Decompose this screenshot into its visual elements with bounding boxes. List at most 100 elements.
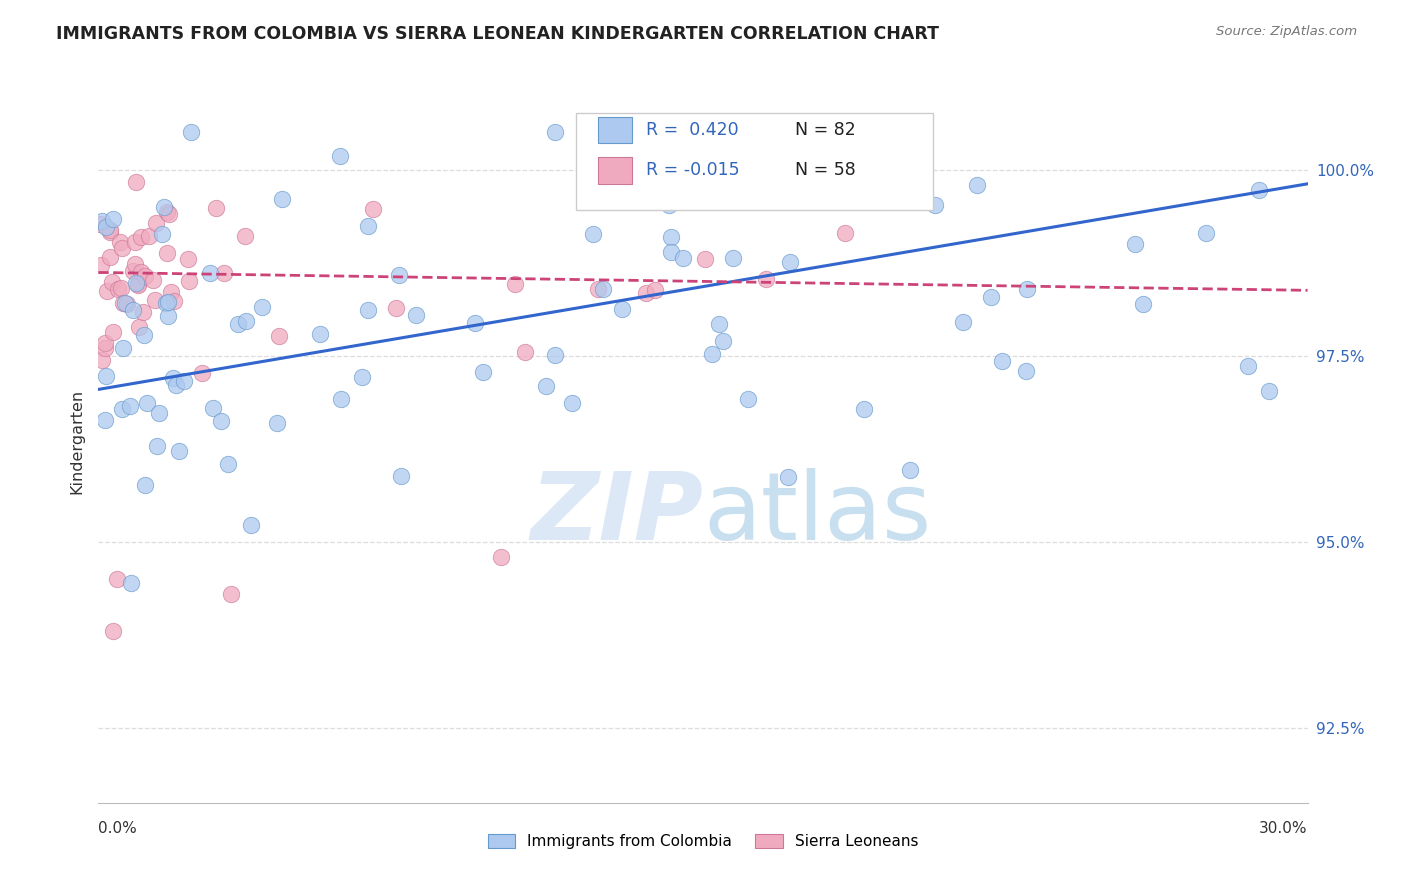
Point: [389, 468, 412, 483]
Point: [89, 217, 111, 231]
Point: [707, 318, 730, 332]
Point: [612, 301, 634, 316]
Point: [127, 277, 149, 292]
Point: [980, 290, 1002, 304]
Text: N = 82: N = 82: [794, 121, 856, 139]
Point: [544, 125, 567, 139]
Point: [491, 549, 513, 564]
Text: ZIP: ZIP: [530, 467, 703, 560]
Y-axis label: Kindergarten: Kindergarten: [69, 389, 84, 494]
Point: [177, 252, 200, 266]
Point: [779, 255, 801, 269]
Point: [252, 300, 274, 314]
Point: [150, 227, 173, 241]
Point: [924, 198, 946, 212]
Point: [201, 401, 224, 416]
Point: [239, 517, 262, 532]
Point: [135, 396, 157, 410]
Point: [405, 308, 427, 322]
Point: [582, 227, 605, 241]
Point: [233, 229, 256, 244]
Point: [1258, 384, 1281, 398]
Point: [101, 275, 124, 289]
Point: [153, 200, 176, 214]
Point: [693, 252, 716, 266]
Point: [357, 219, 380, 233]
Point: [267, 329, 290, 343]
Point: [659, 230, 682, 244]
Point: [561, 396, 583, 410]
Point: [723, 251, 745, 265]
Point: [156, 245, 179, 260]
Point: [266, 416, 288, 430]
Point: [117, 297, 139, 311]
Point: [157, 294, 180, 309]
Point: [96, 220, 118, 235]
Point: [308, 327, 330, 342]
Point: [157, 207, 180, 221]
Text: R =  0.420: R = 0.420: [647, 121, 738, 139]
Point: [952, 315, 974, 329]
Point: [91, 353, 114, 368]
Text: 30.0%: 30.0%: [1260, 822, 1308, 837]
Point: [198, 266, 221, 280]
Point: [505, 277, 527, 292]
Point: [1249, 183, 1271, 197]
Point: [155, 296, 177, 310]
Point: [226, 317, 249, 331]
Point: [114, 295, 136, 310]
Point: [112, 295, 135, 310]
Point: [636, 285, 658, 300]
Point: [134, 268, 156, 283]
FancyBboxPatch shape: [576, 112, 932, 211]
Point: [94, 369, 117, 384]
Text: 0.0%: 0.0%: [98, 822, 138, 837]
Point: [658, 198, 681, 212]
Point: [644, 283, 666, 297]
Point: [101, 624, 124, 639]
Point: [778, 470, 800, 484]
Point: [515, 344, 537, 359]
Text: N = 58: N = 58: [794, 161, 856, 179]
Point: [385, 301, 408, 315]
Point: [101, 211, 124, 226]
Point: [163, 293, 186, 308]
Point: [125, 276, 148, 290]
Point: [592, 282, 614, 296]
Point: [1195, 226, 1218, 240]
Point: [235, 313, 257, 327]
Point: [966, 178, 988, 192]
Text: IMMIGRANTS FROM COLOMBIA VS SIERRA LEONEAN KINDERGARTEN CORRELATION CHART: IMMIGRANTS FROM COLOMBIA VS SIERRA LEONE…: [56, 25, 939, 43]
Point: [96, 285, 118, 299]
Point: [702, 347, 724, 361]
Point: [1015, 282, 1038, 296]
Point: [98, 225, 121, 239]
Point: [357, 303, 380, 318]
Point: [111, 341, 134, 355]
Point: [329, 392, 352, 407]
Text: atlas: atlas: [703, 467, 931, 560]
Point: [711, 334, 734, 349]
Point: [755, 272, 778, 286]
Point: [148, 406, 170, 420]
Point: [1015, 364, 1038, 378]
Point: [588, 281, 610, 295]
Point: [180, 125, 202, 139]
Point: [1123, 236, 1146, 251]
Bar: [598, 117, 631, 143]
Point: [100, 223, 122, 237]
Point: [165, 377, 187, 392]
Point: [205, 201, 228, 215]
Point: [853, 401, 876, 416]
Point: [350, 369, 373, 384]
Point: [94, 341, 117, 355]
Point: [1132, 297, 1154, 311]
Point: [91, 214, 114, 228]
Legend: Immigrants from Colombia, Sierra Leoneans: Immigrants from Colombia, Sierra Leonean…: [488, 834, 918, 849]
Point: [110, 281, 132, 295]
Point: [329, 149, 352, 163]
Point: [1236, 359, 1258, 373]
Point: [160, 285, 183, 299]
Point: [121, 303, 143, 318]
Point: [464, 316, 486, 330]
